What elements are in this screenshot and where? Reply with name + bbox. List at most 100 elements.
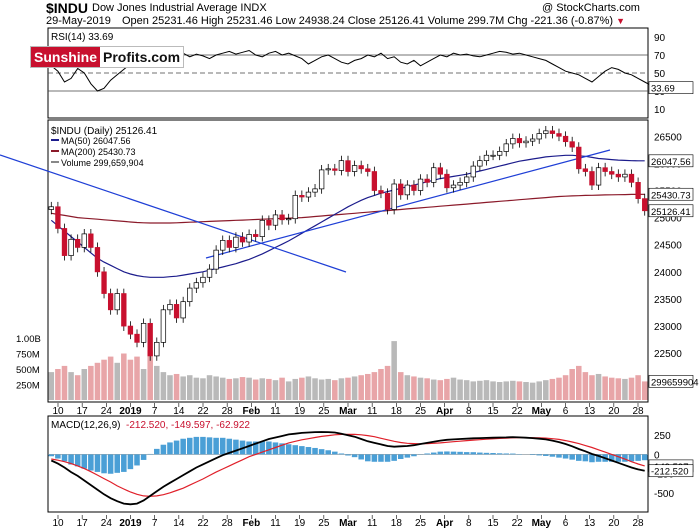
candle-body xyxy=(173,304,180,319)
candle-body xyxy=(154,341,160,357)
histogram-bar xyxy=(279,443,285,455)
volume-bar xyxy=(121,353,127,400)
histogram-bar xyxy=(226,438,233,455)
macd-title-values: -212.520, -149.597, -62.922 xyxy=(126,420,250,431)
macd-x-12: Mar xyxy=(339,518,357,529)
candle-body xyxy=(305,191,312,198)
candle-body xyxy=(622,173,628,178)
volume-bar xyxy=(351,376,358,400)
candle-body xyxy=(332,168,338,171)
price-x-4: 7 xyxy=(152,406,158,417)
macd-label: -212.520 xyxy=(651,467,689,478)
histogram-bar xyxy=(543,454,549,456)
volume-bar xyxy=(378,369,384,400)
volume-bar xyxy=(332,380,338,400)
candle-body xyxy=(358,165,364,170)
candle-body xyxy=(81,233,87,248)
volume-bar xyxy=(239,377,246,400)
volume-bar xyxy=(292,378,299,400)
macd-x-4: 7 xyxy=(152,518,158,529)
macd-x-21: 6 xyxy=(563,518,569,529)
price-x-1: 17 xyxy=(77,406,89,417)
price-x-20: May xyxy=(532,406,552,417)
histogram-bar xyxy=(477,452,483,455)
macd-x-19: 22 xyxy=(512,518,524,529)
histogram-bar xyxy=(628,454,635,462)
price-tick-23000: 23000 xyxy=(654,322,682,333)
candle-body xyxy=(134,333,140,343)
volume-bar xyxy=(503,381,510,400)
candle-body xyxy=(470,165,476,178)
price-x-14: 18 xyxy=(391,406,403,417)
volume-bar xyxy=(252,379,259,400)
histogram-bar xyxy=(154,448,160,455)
volume-bar xyxy=(457,379,463,400)
rsi-tick-10: 10 xyxy=(654,105,666,116)
volume-bar xyxy=(536,381,542,400)
candle-body xyxy=(503,143,509,152)
volume-bar xyxy=(608,377,615,400)
volume-bar xyxy=(259,378,266,400)
candle-body xyxy=(464,176,470,183)
volume-bar xyxy=(582,372,589,400)
candle-body xyxy=(286,218,292,221)
candle-body xyxy=(200,276,206,284)
trendline-down xyxy=(0,154,347,273)
candle-body xyxy=(259,219,265,237)
candle-body xyxy=(167,304,173,311)
histogram-bar xyxy=(635,454,641,461)
ma50-line xyxy=(50,154,645,278)
volume-bar xyxy=(134,356,140,400)
macd-x-7: 28 xyxy=(222,518,234,529)
volume-bar xyxy=(450,377,457,400)
histogram-bar xyxy=(74,454,81,467)
legend-swatch-1 xyxy=(51,150,59,152)
macd-x-11: 25 xyxy=(318,518,330,529)
candle-body xyxy=(266,219,272,226)
histogram-bar xyxy=(200,436,206,455)
price-x-8: Feb xyxy=(242,406,260,417)
macd-label-box xyxy=(648,464,694,478)
histogram-bar xyxy=(259,441,266,455)
volume-bar xyxy=(114,362,120,400)
volume-bar xyxy=(529,382,536,400)
volume-bar xyxy=(516,381,523,400)
logo: Sunshine Profits.com xyxy=(30,46,185,68)
histogram-bar xyxy=(576,454,582,461)
volume-label-box xyxy=(648,375,694,388)
volume-bar xyxy=(430,379,437,400)
volume-bar xyxy=(101,359,107,400)
volume-bar xyxy=(107,356,114,400)
macd-line xyxy=(50,431,645,506)
volume-bar xyxy=(74,375,81,400)
candle-body xyxy=(450,184,457,189)
histogram-bar xyxy=(94,454,101,472)
symbol-title: $INDU xyxy=(46,0,89,16)
macd-x-3: 2019 xyxy=(119,518,142,529)
histogram-bar xyxy=(101,454,107,474)
candle-body xyxy=(75,238,81,248)
price-x-3: 2019 xyxy=(119,406,142,417)
price-x-2: 24 xyxy=(101,406,113,417)
price-x-7: 28 xyxy=(222,406,234,417)
macd-x-17: 8 xyxy=(466,518,472,529)
histogram-bar xyxy=(305,447,312,455)
volume-bar xyxy=(556,377,562,400)
macd-tick-250: 250 xyxy=(654,431,671,442)
histogram-bar xyxy=(318,449,325,455)
trendline-up xyxy=(205,149,611,259)
candle-body xyxy=(589,171,595,186)
macd-x-13: 11 xyxy=(367,518,378,529)
histogram-bar xyxy=(450,451,457,455)
volume-bar xyxy=(417,377,424,400)
histogram-bar xyxy=(252,441,259,455)
volume-bar xyxy=(147,350,153,400)
volume-bar xyxy=(338,378,345,400)
candle-body xyxy=(187,287,193,303)
candle-body xyxy=(239,236,246,243)
candle-body xyxy=(127,325,134,335)
histogram-bar xyxy=(173,440,180,455)
candle-body xyxy=(642,198,648,212)
price-x-16: Apr xyxy=(436,406,453,417)
candle-body xyxy=(595,167,602,186)
